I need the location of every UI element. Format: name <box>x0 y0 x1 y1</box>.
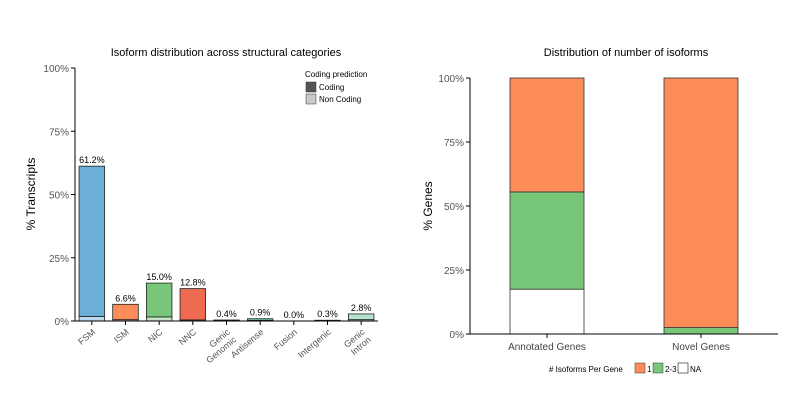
left-bar-value-label: 15.0% <box>146 272 172 282</box>
right-x-tick-label: Novel Genes <box>672 342 730 353</box>
right-legend: # Isoforms Per Gene 1 2-3 NA <box>549 362 702 374</box>
left-bar-coding <box>112 303 139 321</box>
right-y-axis: 0% 25% 50% 75% 100% <box>438 74 470 341</box>
left-x-tick-label: ISM <box>112 327 131 345</box>
left-x-tick-label: GenicGenomic <box>198 327 239 366</box>
legend-swatch-na <box>677 362 689 374</box>
left-bar-coding <box>347 313 375 321</box>
left-x-tick-label-line: FSM <box>76 327 97 347</box>
legend-label-non-coding: Non Coding <box>319 95 361 104</box>
left-y-axis: 0% 25% 50% 75% 100% <box>43 64 75 328</box>
legend-swatch-1 <box>634 362 646 374</box>
right-y-tick-label: 50% <box>444 202 464 213</box>
right-chart-title: Distribution of number of isoforms <box>544 47 709 59</box>
left-x-tick-label-line: NNC <box>177 327 199 348</box>
left-bar-non-coding <box>145 316 173 322</box>
left-y-axis-label: % Transcripts <box>24 158 38 231</box>
left-x-tick-label: FSM <box>76 327 97 347</box>
left-legend-title: Coding prediction <box>305 70 367 79</box>
left-x-tick-label: GenicIntron <box>342 327 373 358</box>
left-bar-coding <box>179 288 207 321</box>
left-bar-value-label: 0.4% <box>216 309 237 319</box>
left-bar-coding <box>145 282 173 318</box>
legend-swatch-non-coding <box>305 93 317 105</box>
right-x-axis: Annotated Genes Novel Genes <box>508 334 730 353</box>
legend-label-2-3: 2-3 <box>665 365 677 374</box>
legend-label-1: 1 <box>647 365 652 374</box>
right-bars <box>509 77 739 335</box>
left-bars: 61.2% 6.6% 15.0% 12.8% 0.4% 0.9% 0.0% 0.3% 2.8% <box>78 155 375 322</box>
left-x-tick-label-line: NIC <box>146 327 165 345</box>
left-x-tick-label: Fusion <box>272 327 299 352</box>
left-bar-value-label: 0.3% <box>317 309 338 319</box>
left-x-tick-label: NNC <box>177 327 199 348</box>
right-panel: Distribution of number of isoforms % Gen… <box>421 47 778 374</box>
right-bar-segment <box>509 77 585 193</box>
left-x-tick-label: Intergenic <box>296 327 333 360</box>
left-bar-non-coding <box>78 316 106 322</box>
left-x-tick-label-line: Intergenic <box>296 327 333 360</box>
legend-label-coding: Coding <box>319 83 344 92</box>
left-x-tick-label: NIC <box>146 327 165 345</box>
left-y-tick-label: 25% <box>49 254 69 265</box>
right-y-tick-label: 100% <box>438 74 464 85</box>
right-y-tick-label: 25% <box>444 266 464 277</box>
left-bar-value-label: 0.0% <box>284 310 305 320</box>
right-y-axis-label: % Genes <box>421 181 435 230</box>
right-legend-title: # Isoforms Per Gene <box>549 365 623 374</box>
right-x-tick-label: Annotated Genes <box>508 342 586 353</box>
left-bar-value-label: 12.8% <box>180 278 206 288</box>
right-y-tick-label: 0% <box>450 330 465 341</box>
left-y-tick-label: 50% <box>49 191 69 202</box>
left-panel: Isoform distribution across structural c… <box>24 47 378 365</box>
right-y-tick-label: 75% <box>444 138 464 149</box>
right-bar-segment <box>509 288 585 335</box>
legend-label-na: NA <box>690 365 702 374</box>
left-legend: Coding prediction Coding Non Coding <box>305 70 367 105</box>
right-bar-segment <box>663 327 739 335</box>
left-bar-value-label: 6.6% <box>115 293 136 303</box>
left-bar-value-label: 2.8% <box>351 303 372 313</box>
legend-swatch-2-3 <box>652 362 664 374</box>
left-bar-value-label: 0.9% <box>250 308 271 318</box>
right-bar-segment <box>663 77 739 329</box>
left-y-tick-label: 100% <box>43 64 69 75</box>
right-bar-segment <box>509 191 585 290</box>
left-y-tick-label: 75% <box>49 127 69 138</box>
left-y-tick-label: 0% <box>55 317 70 328</box>
left-bar-value-label: 61.2% <box>79 155 105 165</box>
left-x-tick-label-line: ISM <box>112 327 131 345</box>
left-bar-coding <box>78 165 106 317</box>
left-x-tick-label-line: Fusion <box>272 327 299 352</box>
left-chart-title: Isoform distribution across structural c… <box>111 47 342 59</box>
legend-swatch-coding <box>305 81 317 93</box>
